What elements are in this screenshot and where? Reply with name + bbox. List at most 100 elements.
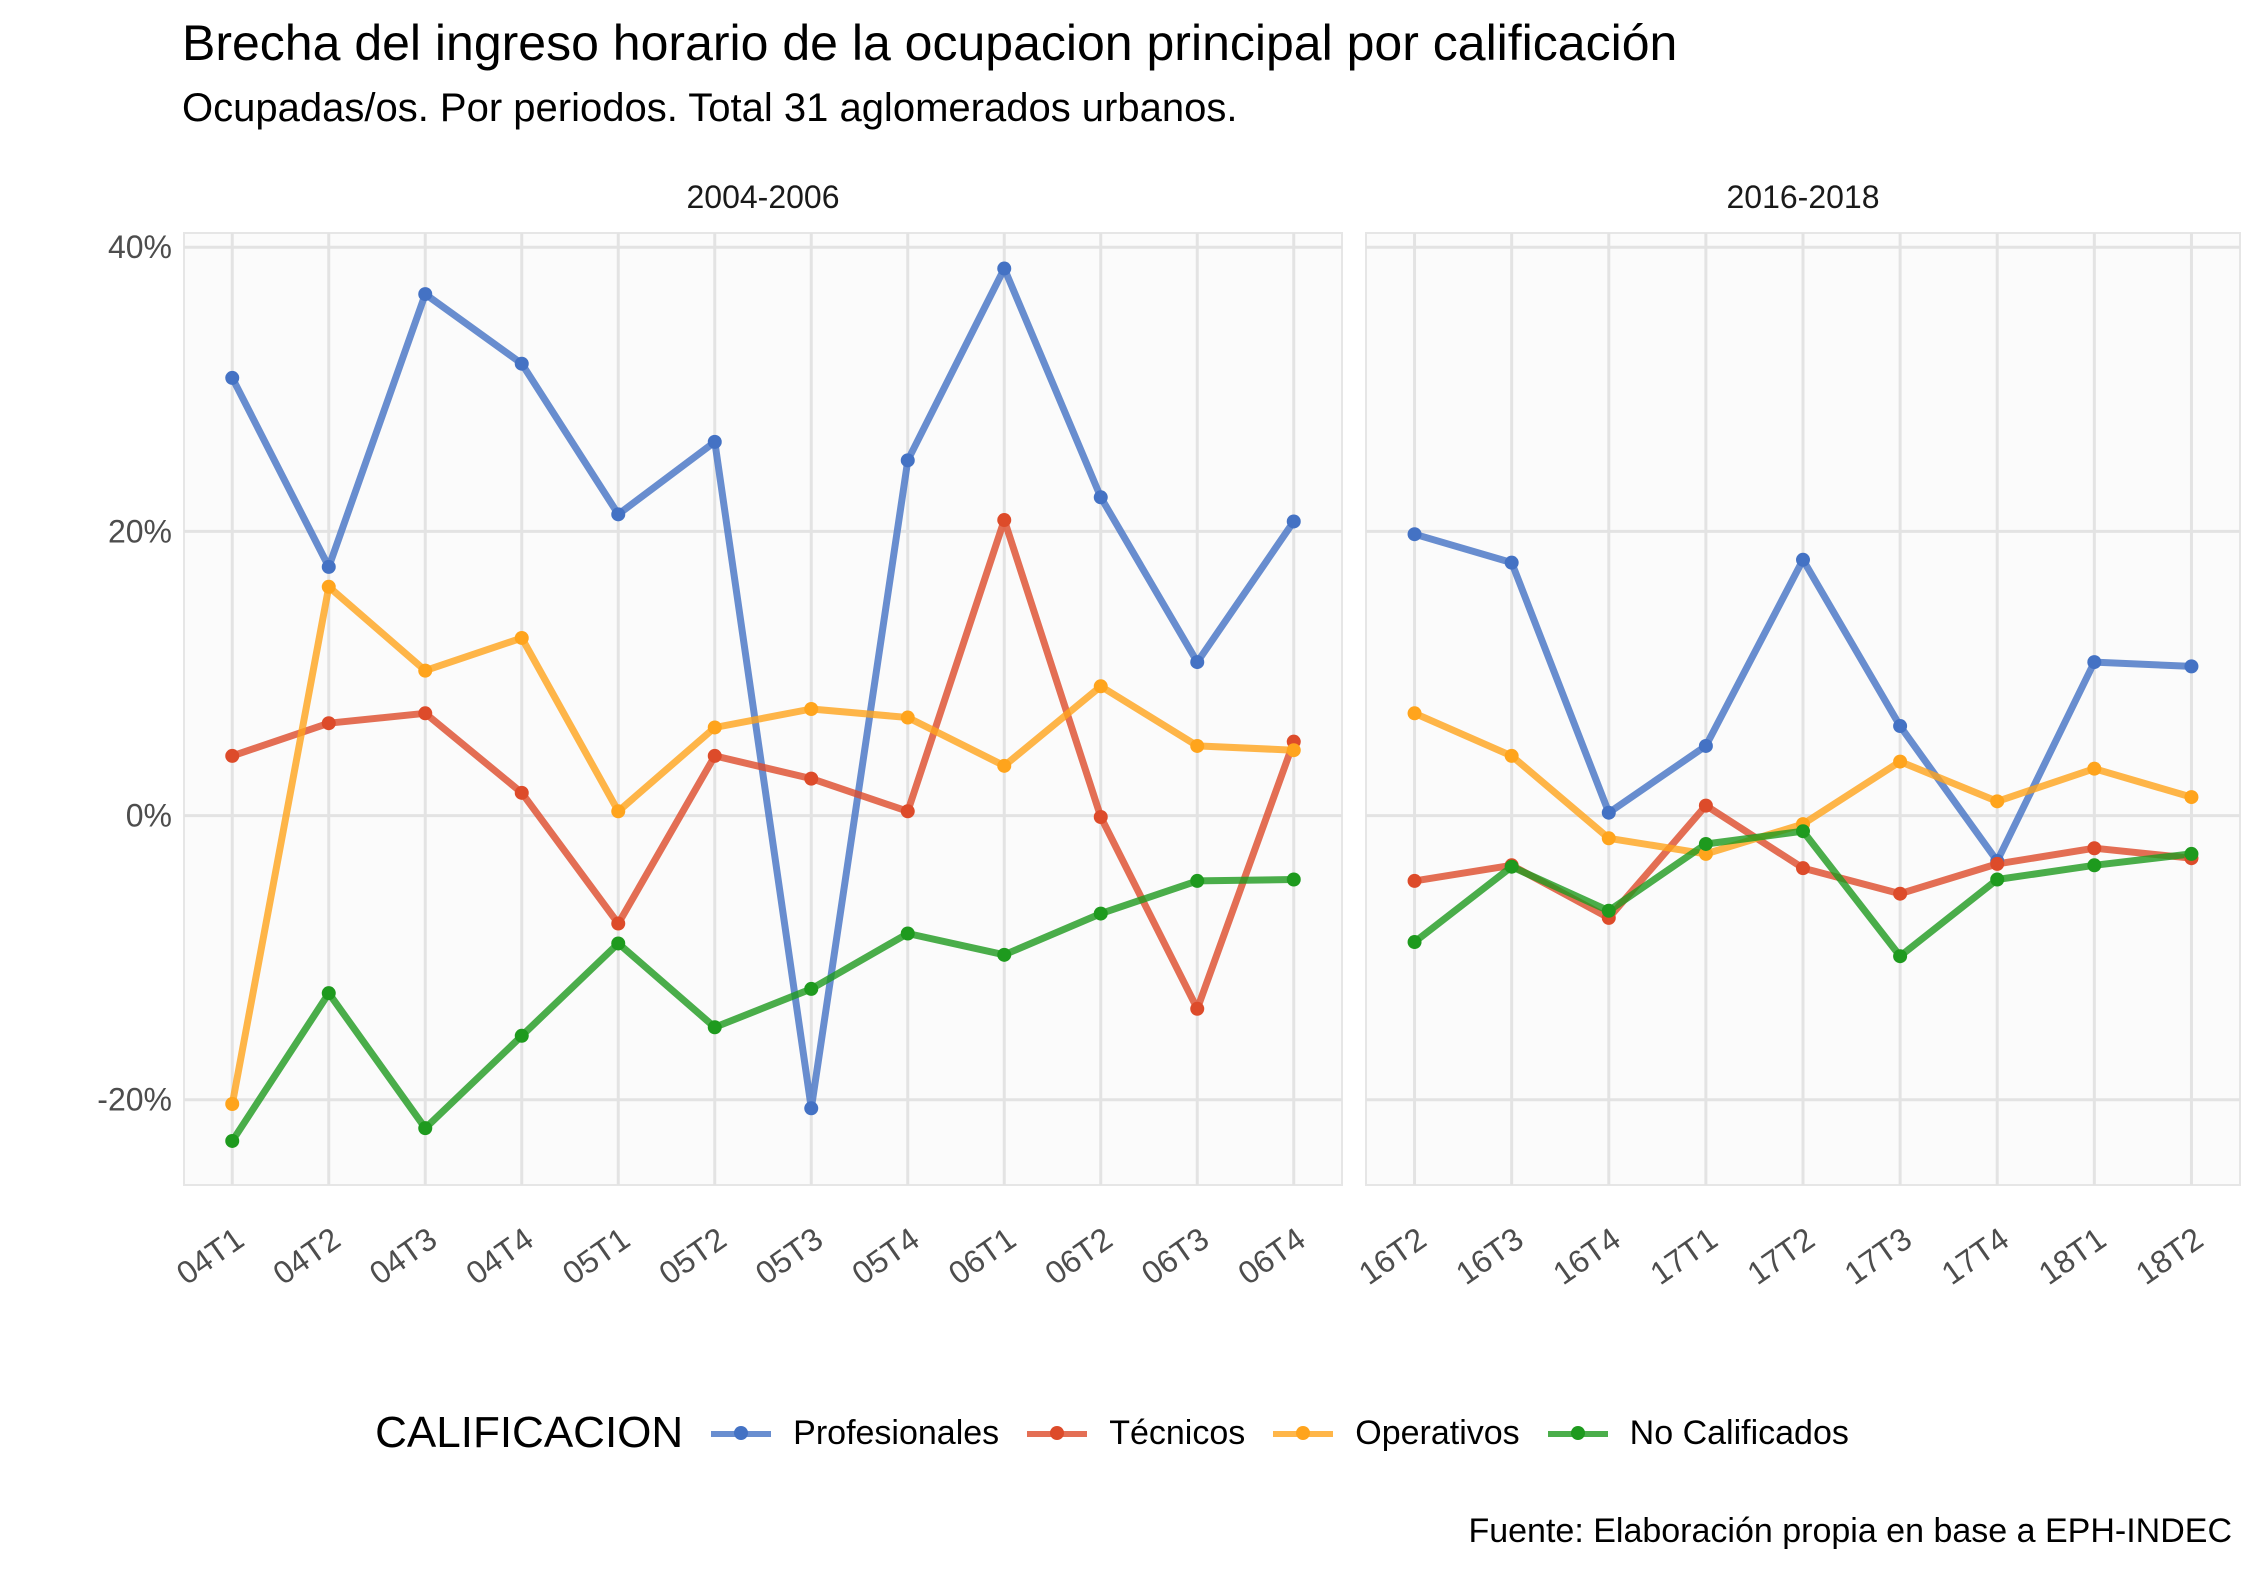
data-point-operativos	[1504, 748, 1519, 763]
data-point-profesionales	[2184, 659, 2199, 674]
data-point-tecnicos	[707, 748, 722, 763]
data-point-no-calificados	[1190, 873, 1205, 888]
y-tick-label: -20%	[97, 1082, 172, 1118]
data-point-no-calificados	[1093, 906, 1108, 921]
data-point-no-calificados	[321, 986, 336, 1001]
data-point-no-calificados	[1286, 872, 1301, 887]
data-point-no-calificados	[804, 981, 819, 996]
data-point-no-calificados	[1504, 859, 1519, 874]
data-point-profesionales	[611, 507, 626, 522]
data-point-operativos	[1190, 738, 1205, 753]
data-point-tecnicos	[1190, 1001, 1205, 1016]
data-point-no-calificados	[225, 1133, 240, 1148]
data-point-tecnicos	[1093, 809, 1108, 824]
data-point-profesionales	[1893, 719, 1908, 734]
data-point-no-calificados	[1990, 872, 2005, 887]
legend-label-tecnicos: Técnicos	[1109, 1413, 1246, 1452]
data-point-profesionales	[997, 261, 1012, 276]
panel-strip-label: 2016-2018	[1726, 179, 1879, 215]
x-tick-label: 16T4	[1546, 1220, 1626, 1291]
data-point-tecnicos	[1698, 798, 1713, 813]
data-point-tecnicos	[418, 706, 433, 721]
data-point-no-calificados	[2184, 846, 2199, 861]
data-point-operativos	[1093, 679, 1108, 694]
x-tick-label: 06T4	[1231, 1220, 1311, 1291]
x-tick-label: 04T2	[266, 1220, 346, 1291]
data-point-operativos	[997, 758, 1012, 773]
legend-item-profesionales: Profesionales	[709, 1414, 999, 1453]
x-tick-label: 17T2	[1741, 1220, 1821, 1291]
data-point-tecnicos	[1407, 873, 1422, 888]
data-point-operativos	[2087, 761, 2102, 776]
data-point-profesionales	[1286, 514, 1301, 529]
data-point-profesionales	[1407, 527, 1422, 542]
legend-key-tecnicos	[1025, 1423, 1089, 1443]
data-point-operativos	[321, 579, 336, 594]
panel-background	[183, 232, 1343, 1186]
data-point-tecnicos	[1796, 861, 1810, 876]
data-point-operativos	[804, 702, 819, 716]
legend-key-profesionales	[709, 1423, 773, 1443]
legend-item-operativos: Operativos	[1271, 1413, 1520, 1453]
data-point-profesionales	[900, 453, 915, 468]
data-point-operativos	[514, 630, 529, 645]
data-point-profesionales	[225, 370, 240, 385]
legend: CALIFICACION Profesionales Técnicos Oper…	[0, 1408, 2250, 1458]
data-point-operativos	[225, 1097, 240, 1112]
data-point-profesionales	[2087, 655, 2102, 670]
data-point-tecnicos	[225, 748, 240, 763]
legend-title: CALIFICACION	[375, 1408, 684, 1457]
data-point-no-calificados	[418, 1121, 433, 1136]
data-point-profesionales	[1796, 552, 1810, 567]
x-tick-label: 04T1	[170, 1220, 250, 1291]
data-point-profesionales	[707, 434, 722, 449]
data-point-profesionales	[1093, 490, 1108, 505]
data-point-operativos	[1893, 754, 1908, 769]
data-point-tecnicos	[611, 916, 626, 931]
data-point-tecnicos	[514, 785, 529, 800]
data-point-operativos	[1698, 846, 1713, 861]
legend-item-no-calificados: No Calificados	[1546, 1414, 1849, 1453]
x-tick-label: 04T3	[363, 1220, 443, 1291]
series-line-operativos	[228, 583, 1298, 1108]
data-point-operativos	[707, 720, 722, 735]
data-point-profesionales	[1190, 655, 1205, 670]
data-point-operativos	[1407, 706, 1422, 721]
data-point-no-calificados	[611, 936, 626, 951]
data-point-no-calificados	[1893, 949, 1908, 964]
x-tick-label: 05T4	[845, 1220, 925, 1291]
x-tick-label: 05T1	[556, 1220, 636, 1291]
data-point-no-calificados	[2087, 858, 2102, 873]
data-point-operativos	[1990, 794, 2005, 809]
data-point-operativos	[1286, 743, 1301, 758]
x-tick-label: 16T2	[1352, 1220, 1432, 1291]
x-tick-label: 06T1	[942, 1220, 1022, 1291]
legend-key-no-calificados	[1546, 1423, 1610, 1443]
data-point-tecnicos	[997, 513, 1012, 528]
x-tick-label: 18T2	[2129, 1220, 2209, 1291]
series-line-no-calificados	[228, 876, 1298, 1145]
data-point-profesionales	[1698, 738, 1713, 753]
series-line-tecnicos	[228, 516, 1298, 1013]
y-tick-label: 40%	[108, 229, 172, 265]
chart-caption: Fuente: Elaboración propia en base a EPH…	[1468, 1512, 2232, 1550]
data-point-no-calificados	[707, 1020, 722, 1035]
data-point-profesionales	[1504, 555, 1519, 570]
y-tick-label: 20%	[108, 513, 172, 549]
legend-label-operativos: Operativos	[1355, 1413, 1520, 1452]
data-point-operativos	[611, 804, 626, 819]
x-tick-label: 17T3	[1838, 1220, 1918, 1291]
x-tick-label: 05T2	[652, 1220, 732, 1291]
data-point-tecnicos	[804, 771, 819, 786]
data-point-no-calificados	[997, 947, 1012, 962]
x-tick-label: 17T4	[1935, 1220, 2015, 1291]
data-point-profesionales	[1601, 805, 1616, 820]
data-point-profesionales	[418, 287, 433, 302]
data-point-operativos	[418, 663, 433, 678]
data-point-tecnicos	[1990, 856, 2005, 871]
legend-label-profesionales: Profesionales	[793, 1413, 1000, 1452]
x-tick-label: 17T1	[1644, 1220, 1724, 1291]
legend-label-no-calificados: No Calificados	[1629, 1413, 1849, 1452]
legend-key-operativos	[1271, 1423, 1335, 1443]
